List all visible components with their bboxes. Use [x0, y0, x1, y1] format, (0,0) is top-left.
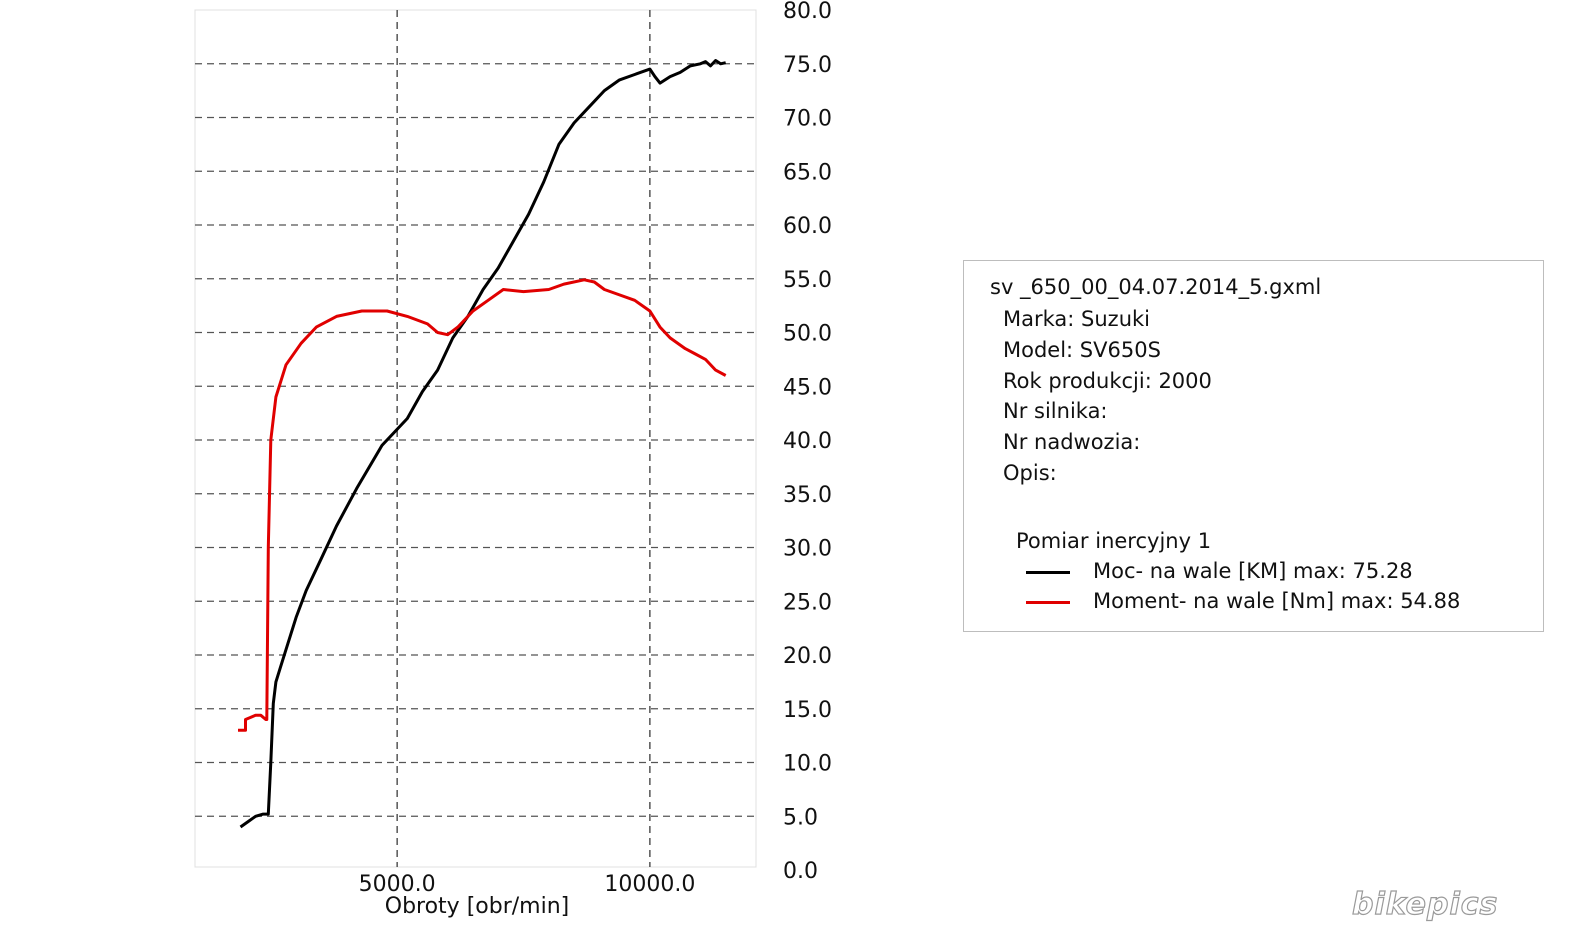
y-tick-label: 25.0	[783, 590, 832, 615]
y-tick-label: 0.0	[783, 859, 818, 884]
series-layer	[238, 59, 727, 829]
info-engine-number: Nr silnika:	[1003, 399, 1108, 423]
x-tick-labels: 5000.0 10000.0	[359, 872, 696, 897]
y-tick-label: 55.0	[783, 268, 832, 293]
x-axis-label: Obroty [obr/min]	[385, 894, 569, 919]
info-make: Marka: Suzuki	[1003, 307, 1150, 331]
legend-swatch-torque	[1026, 601, 1070, 604]
info-description: Opis:	[1003, 461, 1057, 485]
y-tick-label: 60.0	[783, 214, 832, 239]
power-curve-line	[239, 59, 727, 829]
y-tick-label: 70.0	[783, 107, 832, 132]
y-tick-label: 10.0	[783, 752, 832, 777]
legend-label-torque: Moment- na wale [Nm] max: 54.88	[1093, 589, 1461, 613]
file-name: sv _650_00_04.07.2014_5.gxml	[990, 275, 1322, 299]
x-tick-label: 5000.0	[359, 872, 436, 897]
y-tick-labels: 0.0 5.0 10.0 15.0 20.0 25.0 30.0 35.0 40.0 45.0 50…	[783, 0, 832, 884]
grid	[195, 10, 756, 867]
info-panel: sv _650_00_04.07.2014_5.gxml Marka: Suzu…	[963, 260, 1544, 632]
y-tick-label: 5.0	[783, 805, 818, 830]
legend-label-power: Moc- na wale [KM] max: 75.28	[1093, 559, 1413, 583]
y-tick-label: 45.0	[783, 375, 832, 400]
info-model: Model: SV650S	[1003, 338, 1161, 362]
info-year: Rok produkcji: 2000	[1003, 369, 1212, 393]
y-tick-label: 80.0	[783, 0, 832, 24]
y-tick-label: 20.0	[783, 644, 832, 669]
y-tick-label: 40.0	[783, 429, 832, 454]
legend-title: Pomiar inercyjny 1	[1016, 529, 1212, 553]
info-frame-number: Nr nadwozia:	[1003, 430, 1141, 454]
y-tick-label: 35.0	[783, 483, 832, 508]
y-tick-label: 65.0	[783, 160, 832, 185]
torque-curve-line	[238, 278, 727, 732]
x-tick-label: 10000.0	[604, 872, 695, 897]
bikepics-watermark-logo: bikepics	[1351, 886, 1499, 922]
plot-area-frame	[194, 9, 757, 868]
y-tick-label: 50.0	[783, 322, 832, 347]
y-tick-label: 15.0	[783, 698, 832, 723]
legend-swatch-power	[1026, 571, 1070, 574]
y-tick-label: 75.0	[783, 53, 832, 78]
y-tick-label: 30.0	[783, 537, 832, 562]
